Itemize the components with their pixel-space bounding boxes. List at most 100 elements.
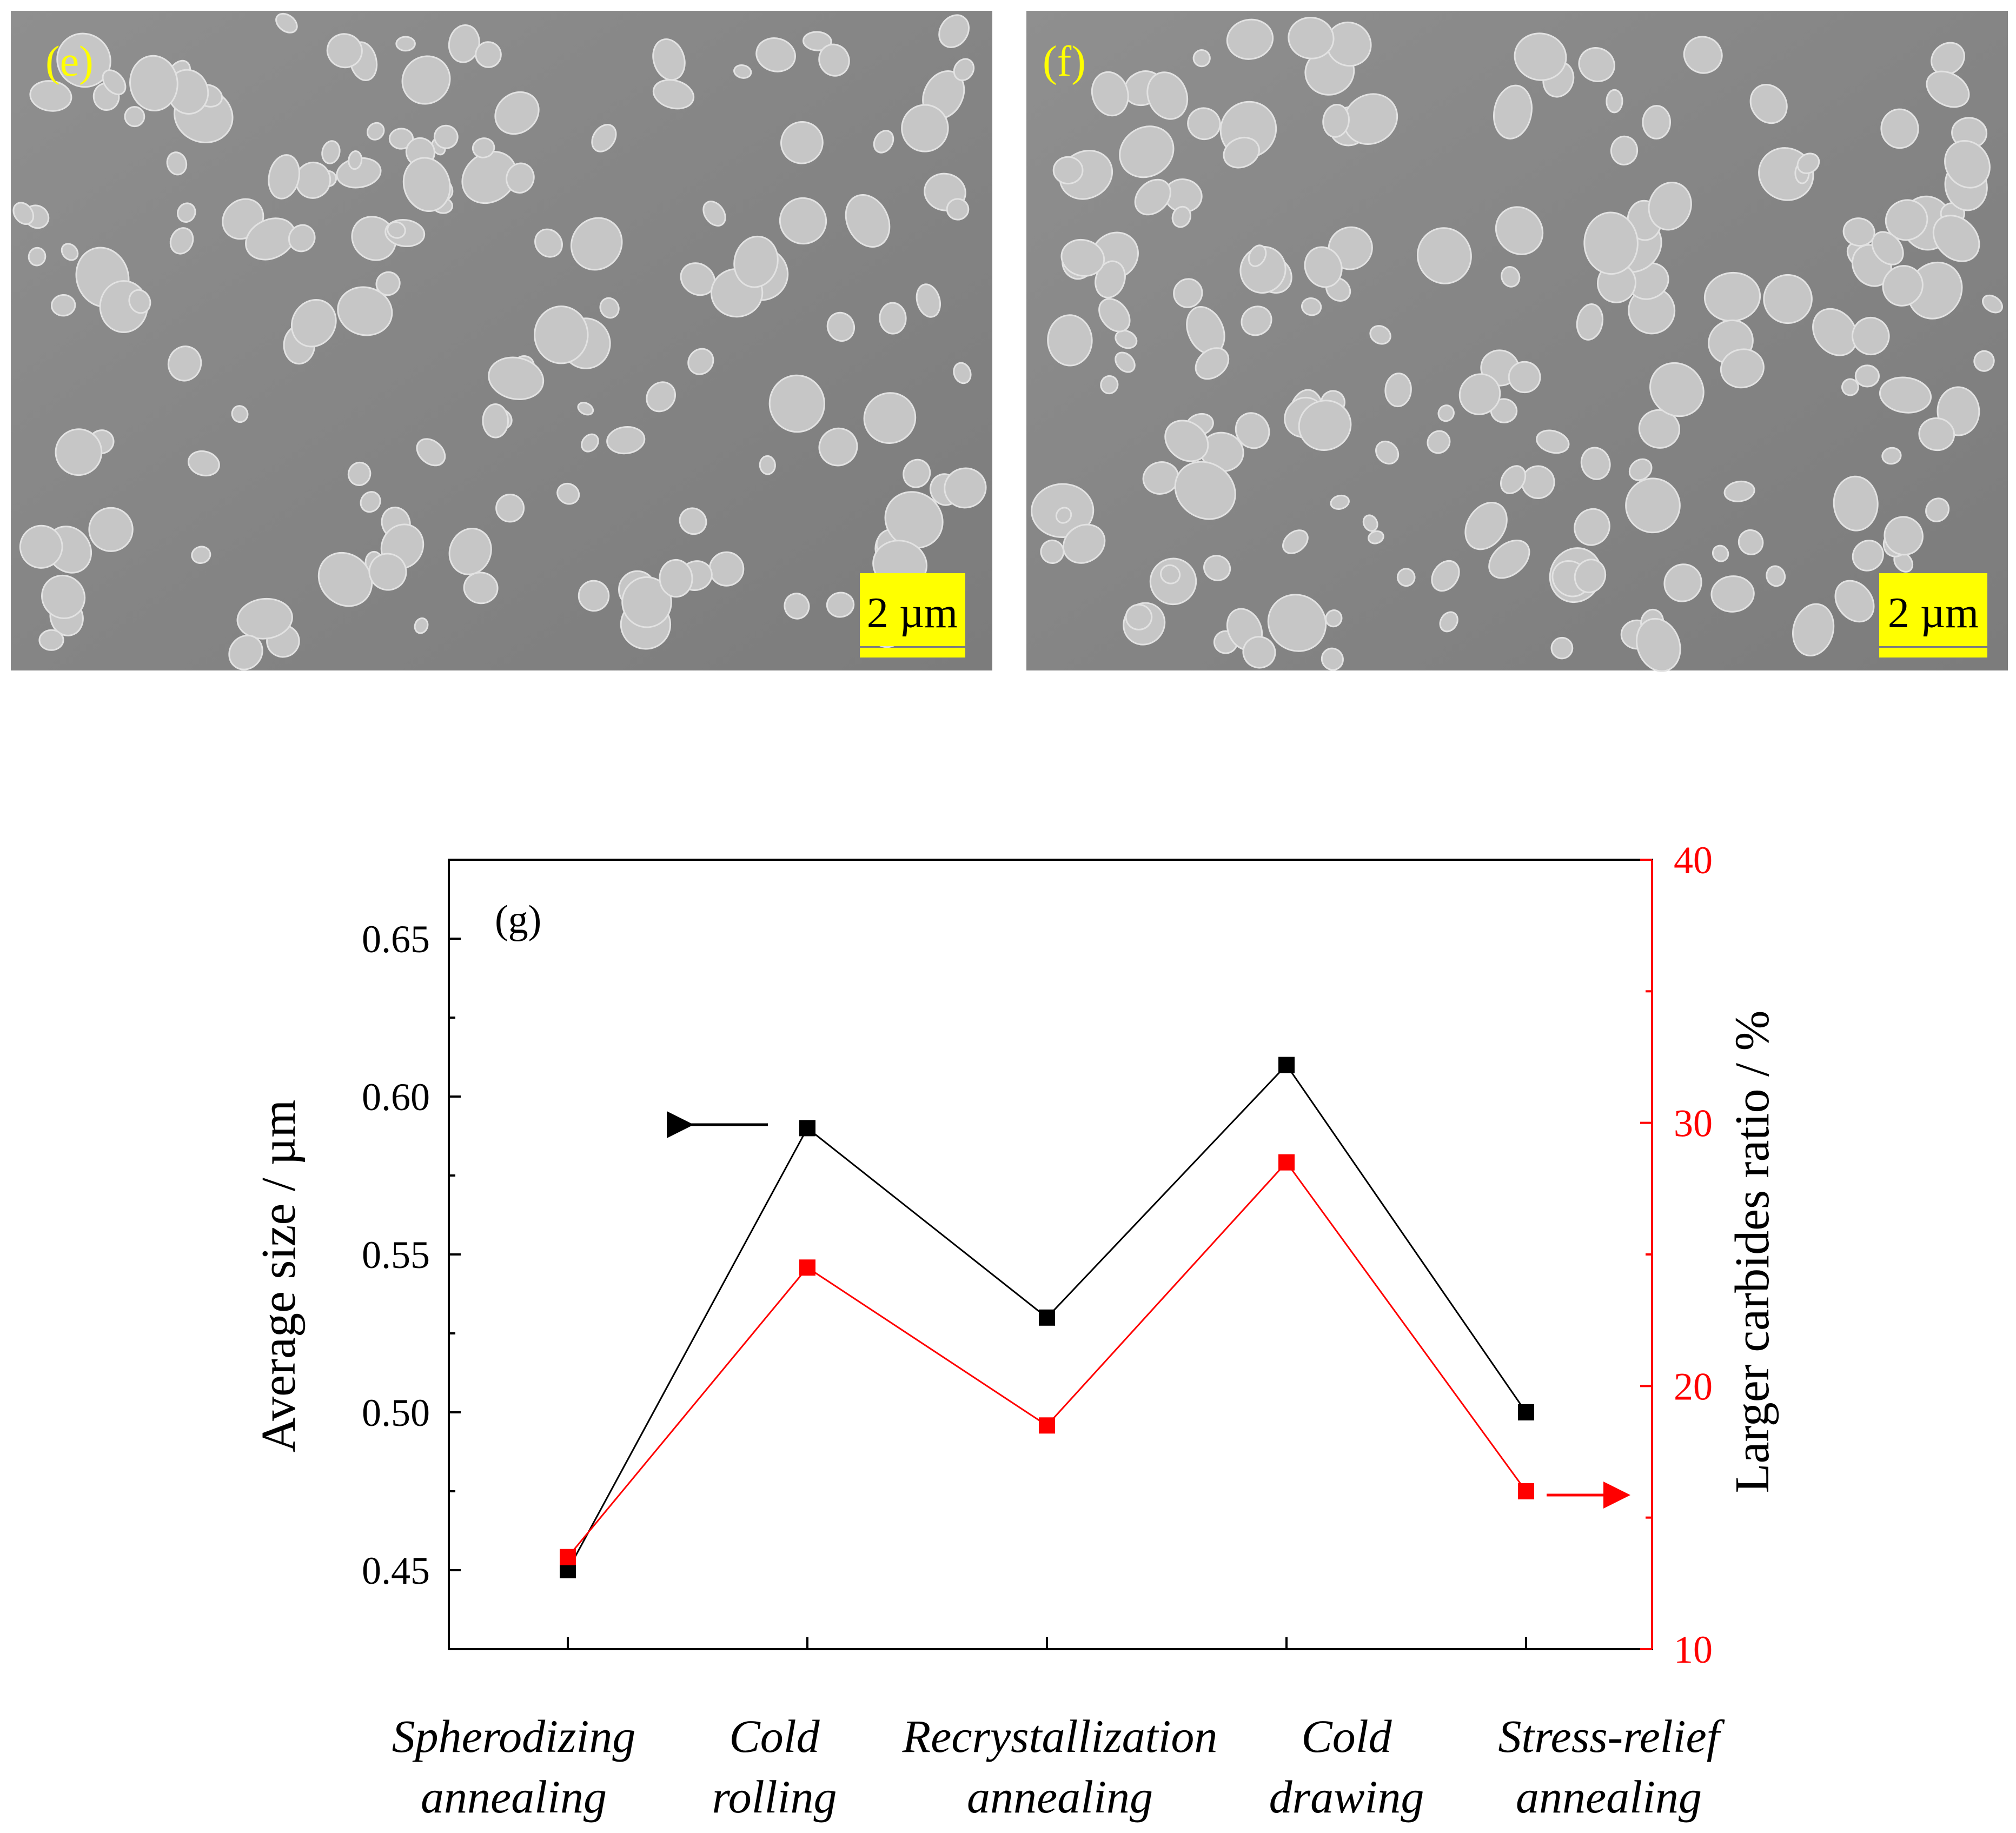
carbide-particle	[1368, 530, 1384, 544]
carbide-particle	[818, 43, 850, 77]
carbide-particle	[401, 55, 451, 105]
carbide-particle	[591, 124, 617, 152]
carbide-particle	[679, 507, 707, 535]
carbide-particles-f	[1031, 17, 2003, 672]
carbide-particle	[1536, 429, 1570, 454]
right-tick-label: 10	[1674, 1628, 1713, 1671]
carbide-particle	[1115, 329, 1138, 349]
carbide-particle	[759, 455, 776, 475]
carbide-particle	[879, 302, 907, 335]
x-category-label: drawing	[1269, 1771, 1424, 1823]
carbide-particle	[1173, 278, 1203, 308]
carbide-particle	[288, 224, 316, 253]
series-markers	[560, 1057, 1534, 1578]
carbide-particle	[12, 202, 35, 225]
carbide-particle	[1464, 502, 1508, 550]
carbide-particle	[1060, 238, 1105, 277]
x-axis-category-labels: Spherodizing annealing Cold rolling Recrysta…	[392, 1710, 1725, 1823]
carbide-particle	[1576, 303, 1604, 341]
carbide-particle	[784, 593, 810, 620]
carbide-particle	[1852, 317, 1890, 355]
carbide-particle	[1854, 364, 1880, 388]
x-category-label: annealing	[421, 1771, 607, 1823]
carbide-particle	[1047, 314, 1093, 367]
carbide-particle	[1362, 514, 1378, 532]
carbide-particle	[1241, 306, 1272, 336]
carbide-particle	[395, 36, 416, 52]
carbide-particle	[1796, 152, 1820, 174]
x-category-label: Cold	[1301, 1710, 1392, 1762]
carbide-particle	[1683, 36, 1723, 74]
carbide-particle	[1649, 362, 1705, 417]
carbide-particle	[1508, 361, 1541, 394]
carbide-particle	[61, 243, 79, 261]
carbide-particle	[1134, 178, 1171, 216]
scale-bar-label-e: 2 µm	[867, 589, 958, 637]
carbide-particle	[167, 346, 202, 382]
carbide-particle	[463, 572, 499, 605]
average-size-point	[1518, 1404, 1534, 1420]
carbide-particle	[702, 201, 726, 227]
x-category-label: Stress-relief	[1498, 1710, 1725, 1762]
carbide-particle	[290, 298, 337, 348]
carbide-particle	[1298, 400, 1352, 451]
carbide-particle	[102, 69, 127, 96]
y-axis-label-left: Average size / µm	[252, 1100, 306, 1452]
carbide-particle	[1321, 647, 1344, 671]
plot-frame	[448, 859, 1653, 1650]
carbide-particle	[1723, 480, 1755, 502]
carbide-particle	[803, 31, 832, 51]
carbide-particle	[578, 580, 610, 612]
carbide-particle	[166, 151, 188, 176]
x-category-label: rolling	[712, 1771, 837, 1823]
carbide-particle	[1495, 206, 1544, 255]
carbide-particle	[826, 311, 856, 342]
carbide-particle	[863, 392, 917, 444]
left-axis-ticks: 0.45 0.50 0.55 0.60 0.65	[362, 918, 461, 1592]
carbide-particle	[1439, 611, 1458, 633]
scale-bar-label-f: 2 µm	[1888, 589, 1979, 637]
carbide-particle	[51, 294, 76, 317]
carbide-particle	[461, 150, 518, 204]
larger-carbides-ratio-point	[560, 1549, 576, 1565]
carbide-particle	[687, 348, 714, 375]
carbide-particle	[29, 80, 72, 112]
left-tick-label: 0.60	[362, 1075, 430, 1119]
carbide-particle	[1242, 636, 1276, 669]
larger-carbides-ratio-point	[1039, 1417, 1055, 1434]
carbide-particle	[1833, 475, 1879, 532]
carbide-particle	[1267, 594, 1327, 652]
carbide-particle	[1514, 32, 1567, 81]
carbide-particle	[360, 491, 381, 513]
carbide-particle	[1871, 231, 1904, 265]
carbide-particle	[366, 122, 385, 141]
carbide-particle	[903, 459, 931, 488]
carbide-particle	[570, 217, 623, 271]
carbide-particle	[375, 271, 401, 296]
carbide-particle	[1881, 447, 1902, 465]
carbide-particle	[1187, 107, 1221, 140]
carbide-particle	[1062, 523, 1106, 564]
carbide-particle	[818, 427, 858, 467]
x-category-label: annealing	[967, 1771, 1153, 1823]
carbide-particle	[556, 482, 580, 505]
carbide-particle	[1625, 477, 1681, 534]
carbide-particle	[1574, 508, 1610, 546]
carbide-particle	[1235, 412, 1270, 449]
carbide-particle	[1288, 17, 1335, 59]
carbide-particle	[1203, 555, 1231, 581]
carbide-particle	[1095, 260, 1126, 298]
chart-g: (g) 0.45 0.50 0.55 0.60 0.65 10 20 30 40 Averag…	[252, 839, 1779, 1823]
carbide-particle	[416, 438, 446, 467]
x-category-label: Recrystallization	[902, 1710, 1218, 1762]
chart-panel-label: (g)	[495, 898, 541, 942]
carbide-particle	[1918, 417, 1955, 451]
carbide-particle	[494, 91, 540, 135]
panel-label-e: (e)	[45, 38, 94, 85]
x-category-label: annealing	[1516, 1771, 1702, 1823]
carbide-particle	[1852, 540, 1884, 572]
carbide-particle	[1580, 447, 1611, 480]
carbide-particle	[944, 467, 987, 509]
carbide-particle	[1192, 49, 1211, 68]
carbide-particle	[1301, 297, 1322, 316]
